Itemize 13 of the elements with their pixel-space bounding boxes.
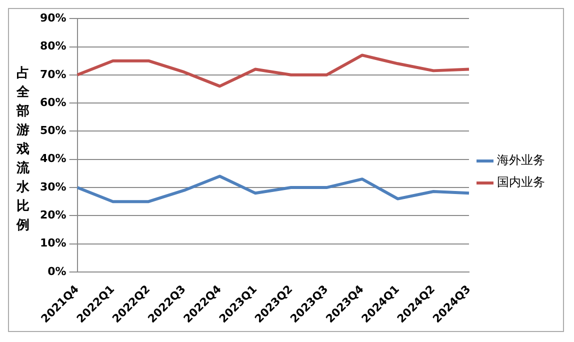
y-tick-label: 10% [40, 236, 66, 250]
y-tick-label: 0% [48, 264, 66, 278]
y-tick-label: 80% [40, 40, 66, 53]
y-tick-label: 70% [40, 68, 66, 81]
y-tick-label: 40% [40, 152, 66, 166]
y-tick-label: 90% [40, 11, 66, 24]
text: 占全部游戏流水比例 [16, 66, 30, 232]
y-tick-label: 60% [40, 96, 66, 109]
y-tick-label: 20% [40, 208, 66, 222]
legend-label: 海外业务 [497, 153, 545, 168]
legend-label: 国内业务 [497, 175, 545, 190]
y-tick-label: 30% [40, 180, 66, 194]
y-tick-label: 50% [40, 124, 66, 138]
